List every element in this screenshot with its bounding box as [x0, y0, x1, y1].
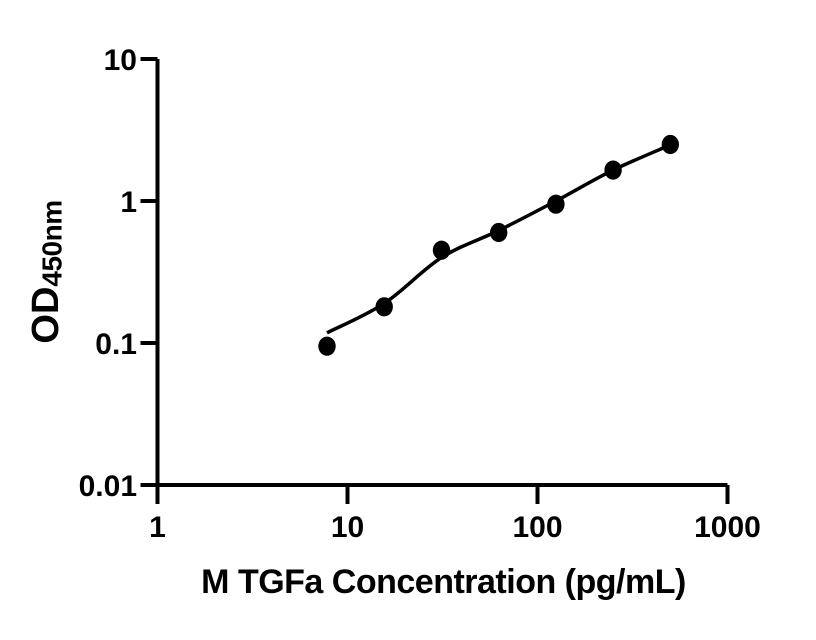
y-tick-label: 0.01: [79, 470, 137, 503]
data-point: [318, 336, 336, 356]
data-point: [604, 160, 622, 180]
y-tick-label: 10: [104, 44, 137, 77]
y-axis-title: OD450nm: [25, 172, 68, 372]
y-axis-title-subscript: 450nm: [36, 200, 68, 287]
x-axis-title: M TGFa Concentration (pg/mL): [201, 563, 686, 601]
data-point: [432, 240, 451, 260]
x-tick-label: 10: [331, 511, 364, 544]
x-tick-label: 100: [512, 511, 562, 544]
data-points-layer: [318, 134, 679, 356]
data-point: [375, 297, 393, 317]
x-tick-label: 1: [149, 511, 166, 544]
y-axis-title-main: OD: [25, 286, 67, 344]
data-point: [490, 222, 508, 243]
y-tick-label: 0.1: [95, 328, 137, 361]
tick-labels-layer: 1 10 100 1000 10 1 0.1 0.01: [79, 44, 761, 544]
axes-layer: [140, 57, 730, 504]
x-tick-label: 1000: [694, 511, 761, 544]
data-point: [661, 134, 679, 155]
data-point: [547, 194, 565, 214]
axis-spine: [155, 59, 728, 487]
y-tick-label: 1: [120, 186, 137, 219]
